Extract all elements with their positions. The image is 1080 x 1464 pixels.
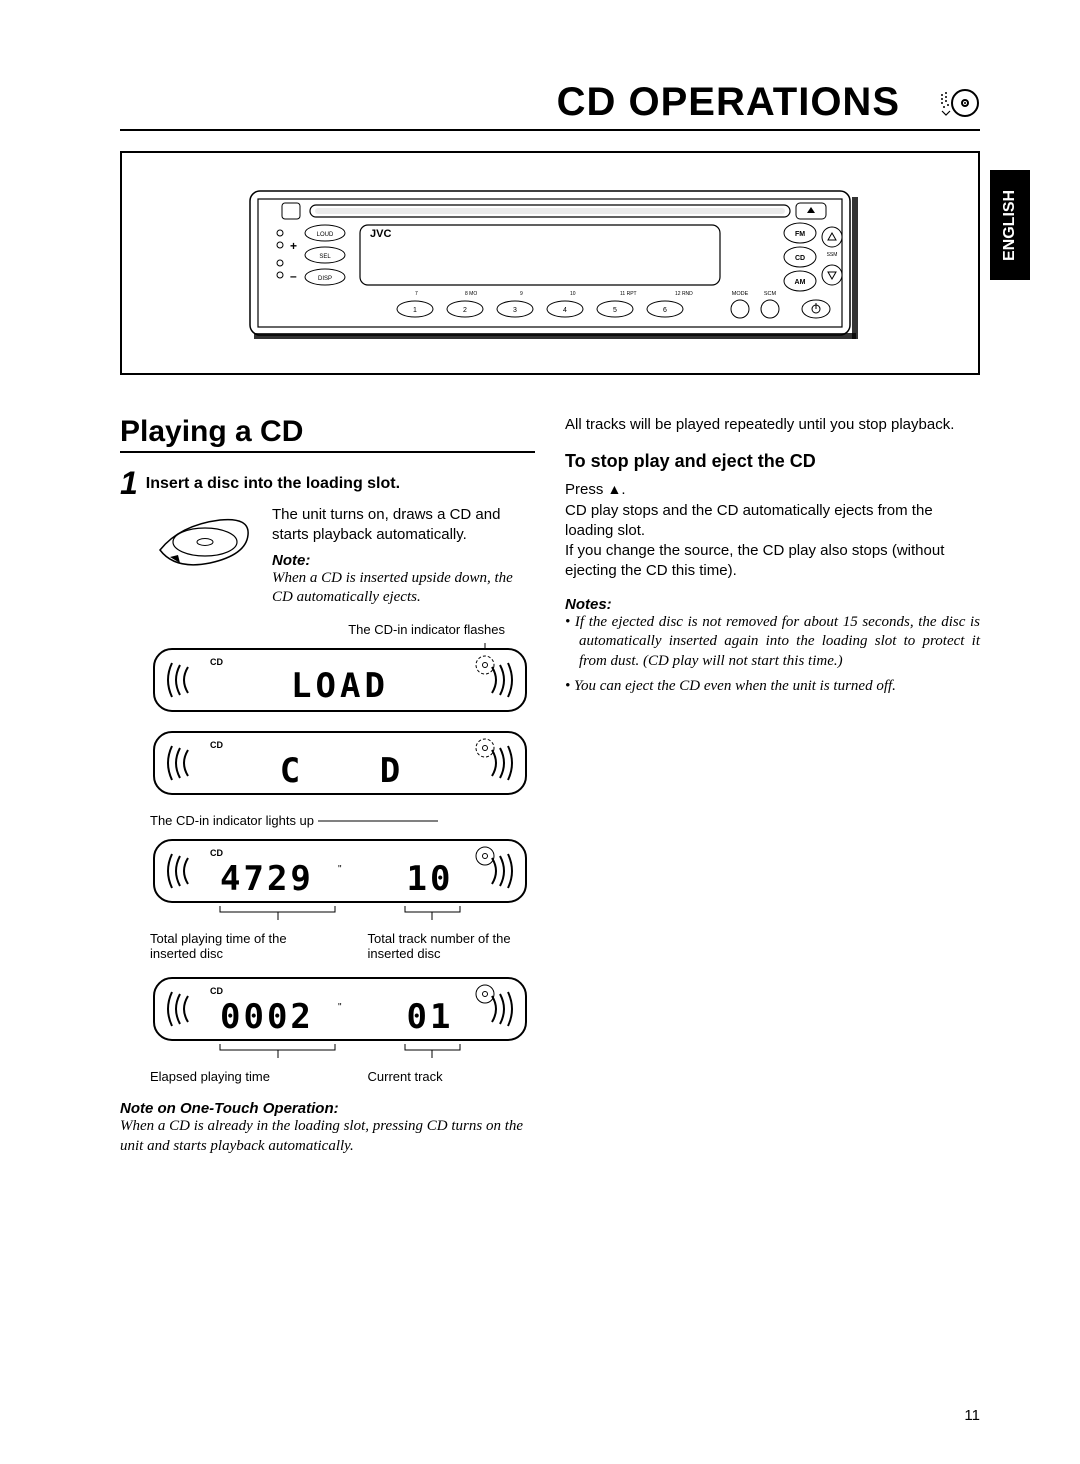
eject-icon: ▲: [608, 481, 622, 497]
stop-text-2: If you change the source, the CD play al…: [565, 541, 980, 582]
right-intro: All tracks will be played repeatedly unt…: [565, 415, 980, 435]
note-item-2: You can eject the CD even when the unit …: [565, 677, 980, 697]
svg-text:CD: CD: [210, 986, 223, 996]
svg-text:01: 01: [407, 997, 454, 1037]
svg-text:4729: 4729: [220, 859, 314, 899]
stop-text-1: CD play stops and the CD automatically e…: [565, 501, 980, 542]
page-header: CD OPERATIONS: [120, 80, 980, 131]
caption-flash: The CD-in indicator flashes: [120, 622, 505, 637]
svg-text:11 RPT: 11 RPT: [620, 291, 637, 297]
insert-text-block: The unit turns on, draws a CD and starts…: [272, 505, 535, 608]
one-touch-text: When a CD is already in the loading slot…: [120, 1117, 535, 1156]
svg-text:2: 2: [463, 307, 467, 314]
radio-illustration-frame: + – LOUD SEL DISP JVC FM CD AM SSM 7 8 M…: [120, 151, 980, 375]
svg-text:MODE: MODE: [732, 291, 749, 297]
stop-heading: To stop play and eject the CD: [565, 451, 980, 472]
notes-label: Notes:: [565, 596, 980, 613]
svg-text:": ": [338, 1002, 342, 1013]
page-number: 11: [964, 1407, 980, 1424]
svg-text:JVC: JVC: [370, 228, 391, 240]
radio-illustration: + – LOUD SEL DISP JVC FM CD AM SSM 7 8 M…: [240, 183, 860, 343]
display-load: CD LOAD: [150, 643, 530, 717]
caption-elapsed: Elapsed playing time: [150, 1069, 318, 1085]
svg-text:SEL: SEL: [319, 254, 331, 260]
notes-list: If the ejected disc is not removed for a…: [565, 613, 980, 697]
note-label: Note:: [272, 552, 535, 569]
svg-text:CD: CD: [210, 848, 223, 858]
svg-text:LOUD: LOUD: [317, 232, 334, 238]
svg-text:SSM: SSM: [827, 252, 838, 258]
step-1-row: 1 Insert a disc into the loading slot.: [120, 467, 535, 499]
content-columns: Playing a CD 1 Insert a disc into the lo…: [120, 415, 980, 1156]
svg-text:SCM: SCM: [764, 291, 777, 297]
svg-text:LOAD: LOAD: [291, 666, 389, 706]
caption-total-tracks: Total track number of the inserted disc: [328, 931, 536, 962]
insert-disc-row: The unit turns on, draws a CD and starts…: [150, 505, 535, 608]
svg-text:CD: CD: [795, 255, 805, 262]
section-heading: Playing a CD: [120, 415, 535, 453]
svg-text:CD: CD: [210, 740, 223, 750]
caption-total-time: Total playing time of the inserted disc: [150, 931, 318, 962]
step-title: Insert a disc into the loading slot.: [146, 467, 400, 493]
svg-text:0002: 0002: [220, 997, 314, 1037]
svg-text:C: C: [280, 751, 300, 791]
svg-text:–: –: [290, 269, 297, 283]
display-cd: CD C D: [150, 726, 530, 800]
svg-text:1: 1: [413, 307, 417, 314]
svg-text:3: 3: [513, 307, 517, 314]
display-elapsed: CD 0002 " 01: [150, 972, 530, 1060]
svg-text:FM: FM: [795, 231, 805, 238]
caption-current: Current track: [328, 1069, 536, 1085]
left-column: Playing a CD 1 Insert a disc into the lo…: [120, 415, 535, 1156]
svg-text:": ": [338, 864, 342, 875]
language-tab: ENGLISH: [990, 170, 1030, 280]
caption-elapsed-row: Elapsed playing time Current track: [150, 1069, 535, 1085]
svg-text:10: 10: [570, 291, 576, 297]
note-item-1: If the ejected disc is not removed for a…: [565, 613, 980, 672]
cd-icon: [930, 85, 980, 121]
svg-text:4: 4: [563, 307, 567, 314]
step-number: 1: [120, 467, 138, 499]
svg-text:7: 7: [415, 291, 418, 297]
svg-text:AM: AM: [795, 279, 806, 286]
press-line: Press ▲.: [565, 480, 980, 500]
note-text: When a CD is inserted upside down, the C…: [272, 569, 535, 608]
svg-text:5: 5: [613, 307, 617, 314]
svg-text:10: 10: [407, 859, 454, 899]
page-title: CD OPERATIONS: [557, 80, 900, 125]
insert-text: The unit turns on, draws a CD and starts…: [272, 505, 535, 546]
one-touch-heading: Note on One-Touch Operation:: [120, 1100, 535, 1117]
svg-text:D: D: [380, 751, 400, 791]
caption-lights: The CD-in indicator lights up: [150, 813, 535, 828]
insert-disc-icon: [150, 505, 260, 585]
svg-text:9: 9: [520, 291, 523, 297]
caption-total-row: Total playing time of the inserted disc …: [150, 931, 535, 962]
svg-text:DISP: DISP: [318, 276, 332, 282]
svg-text:CD: CD: [210, 657, 223, 667]
svg-text:12 RND: 12 RND: [675, 291, 693, 297]
svg-text:+: +: [290, 239, 297, 253]
right-column: All tracks will be played repeatedly unt…: [565, 415, 980, 1156]
svg-text:6: 6: [663, 307, 667, 314]
svg-text:8 MO: 8 MO: [465, 291, 477, 297]
display-total: CD 4729 " 10: [150, 834, 530, 922]
